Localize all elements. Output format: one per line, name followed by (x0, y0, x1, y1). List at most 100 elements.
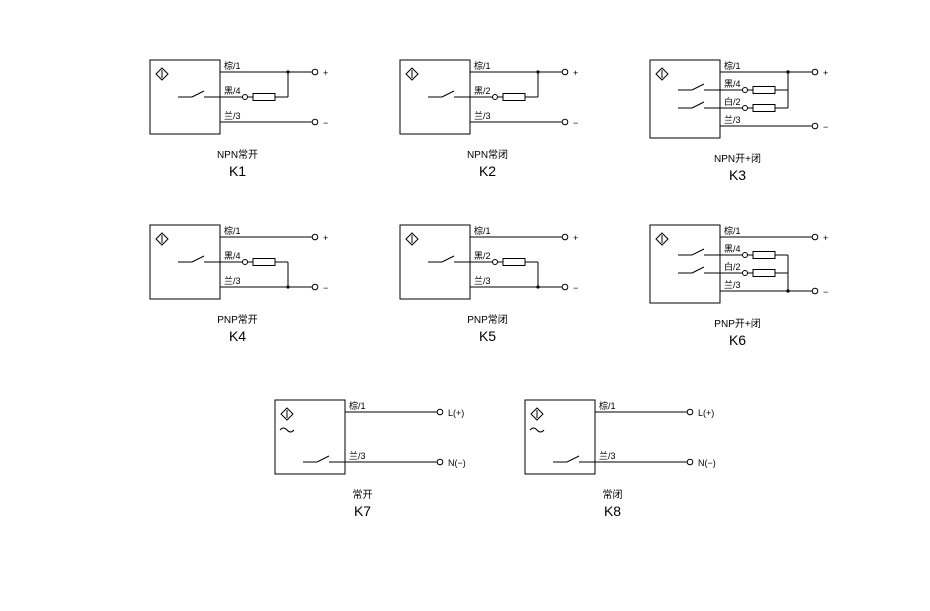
terminal-icon (812, 69, 818, 75)
caption-big: K3 (729, 167, 746, 183)
switch-icon (192, 91, 204, 97)
caption-small: PNP常开 (217, 313, 258, 326)
wire-label: 兰/3 (349, 450, 366, 461)
resistor-icon (503, 94, 525, 101)
caption-small: NPN常开 (217, 148, 258, 161)
wire-label: 白/2 (724, 261, 741, 272)
node-icon (743, 271, 748, 276)
switch-icon (692, 267, 704, 273)
terminal-label: − (573, 283, 578, 293)
caption-small: 常闭 (603, 488, 623, 501)
resistor-icon (753, 252, 775, 259)
node-icon (493, 260, 498, 265)
switch-icon (692, 249, 704, 255)
caption-small: NPN常闭 (467, 148, 508, 161)
diagram-k2: 棕/1+黑/2兰/3−NPN常闭K2 (400, 60, 578, 179)
node-icon (243, 260, 248, 265)
terminal-icon (312, 119, 318, 125)
terminal-label: − (823, 287, 828, 297)
terminal-label: N(−) (698, 458, 716, 468)
wire-label: 兰/3 (599, 450, 616, 461)
wire-label: 兰/3 (724, 279, 741, 290)
wire-label: 黑/4 (224, 86, 241, 96)
switch-icon (442, 256, 454, 262)
wire-label: 兰/3 (224, 110, 241, 121)
caption-small: 常开 (353, 488, 373, 501)
resistor-icon (753, 105, 775, 112)
caption-big: K4 (229, 328, 246, 344)
caption-big: K8 (604, 503, 621, 519)
wire-label: 黑/4 (724, 79, 741, 89)
wire-label: 棕/1 (224, 60, 241, 71)
terminal-label: + (323, 68, 328, 78)
terminal-label: + (823, 233, 828, 243)
caption-small: NPN开+闭 (714, 152, 761, 165)
sensor-box (650, 60, 720, 138)
switch-icon (317, 456, 329, 462)
switch-icon (692, 102, 704, 108)
node-icon (243, 95, 248, 100)
terminal-label: + (823, 68, 828, 78)
wire-label: 棕/1 (599, 400, 616, 411)
terminal-label: L(+) (698, 408, 714, 418)
wire-label: 黑/2 (474, 86, 491, 96)
wire-label: 棕/1 (474, 60, 491, 71)
junction-dot (536, 70, 539, 73)
terminal-label: L(+) (448, 408, 464, 418)
terminal-icon (812, 288, 818, 294)
switch-icon (192, 256, 204, 262)
caption-big: K6 (729, 332, 746, 348)
caption-big: K5 (479, 328, 496, 344)
terminal-icon (562, 69, 568, 75)
terminal-icon (312, 284, 318, 290)
caption-small: PNP开+闭 (714, 317, 760, 330)
wire-label: 白/2 (724, 96, 741, 107)
resistor-icon (753, 87, 775, 94)
diagram-k7: 棕/1L(+)兰/3N(−)常开K7 (275, 400, 466, 519)
terminal-label: + (573, 68, 578, 78)
node-icon (743, 253, 748, 258)
junction-dot (786, 70, 789, 73)
diagram-k4: 棕/1 + 黑/4 兰/3 − PNP常开 K4 (150, 225, 328, 344)
wire-label: 棕/1 (724, 225, 741, 236)
resistor-icon (503, 259, 525, 266)
diagram-k8: 棕/1 L(+) 兰/3 N(−) 常闭 K8 (525, 400, 716, 519)
diagram-k3: 棕/1+黑/4白/2兰/3−NPN开+闭K3 (650, 60, 828, 183)
terminal-icon (562, 119, 568, 125)
sensor-box (525, 400, 595, 474)
switch-icon (567, 456, 579, 462)
diagram-k6: 棕/1 + 黑/4 白/2 兰/3 − PNP开+闭 K6 (650, 225, 828, 348)
switch-icon (692, 84, 704, 90)
terminal-label: + (323, 233, 328, 243)
sensor-box (650, 225, 720, 303)
wire-label: 黑/2 (474, 251, 491, 261)
wire-label: 兰/3 (474, 110, 491, 121)
junction-dot (286, 70, 289, 73)
node-icon (743, 88, 748, 93)
resistor-icon (253, 94, 275, 101)
terminal-label: − (823, 122, 828, 132)
wire-label: 兰/3 (474, 275, 491, 286)
diagram-k1: 棕/1+黑/4兰/3−NPN常开K1 (150, 60, 328, 179)
wire-label: 兰/3 (224, 275, 241, 286)
terminal-icon (687, 409, 693, 415)
terminal-label: − (323, 118, 328, 128)
caption-big: K7 (354, 503, 371, 519)
wire-label: 棕/1 (224, 225, 241, 236)
terminal-label: − (323, 283, 328, 293)
node-icon (493, 95, 498, 100)
ac-symbol-icon (530, 428, 544, 432)
wire-label: 黑/4 (724, 244, 741, 254)
terminal-label: N(−) (448, 458, 466, 468)
terminal-icon (312, 69, 318, 75)
switch-icon (442, 91, 454, 97)
terminal-icon (312, 234, 318, 240)
terminal-icon (562, 284, 568, 290)
terminal-icon (812, 234, 818, 240)
terminal-icon (562, 234, 568, 240)
resistor-icon (253, 259, 275, 266)
node-icon (743, 106, 748, 111)
wire-label: 黑/4 (224, 251, 241, 261)
terminal-icon (437, 459, 443, 465)
wire-label: 兰/3 (724, 114, 741, 125)
